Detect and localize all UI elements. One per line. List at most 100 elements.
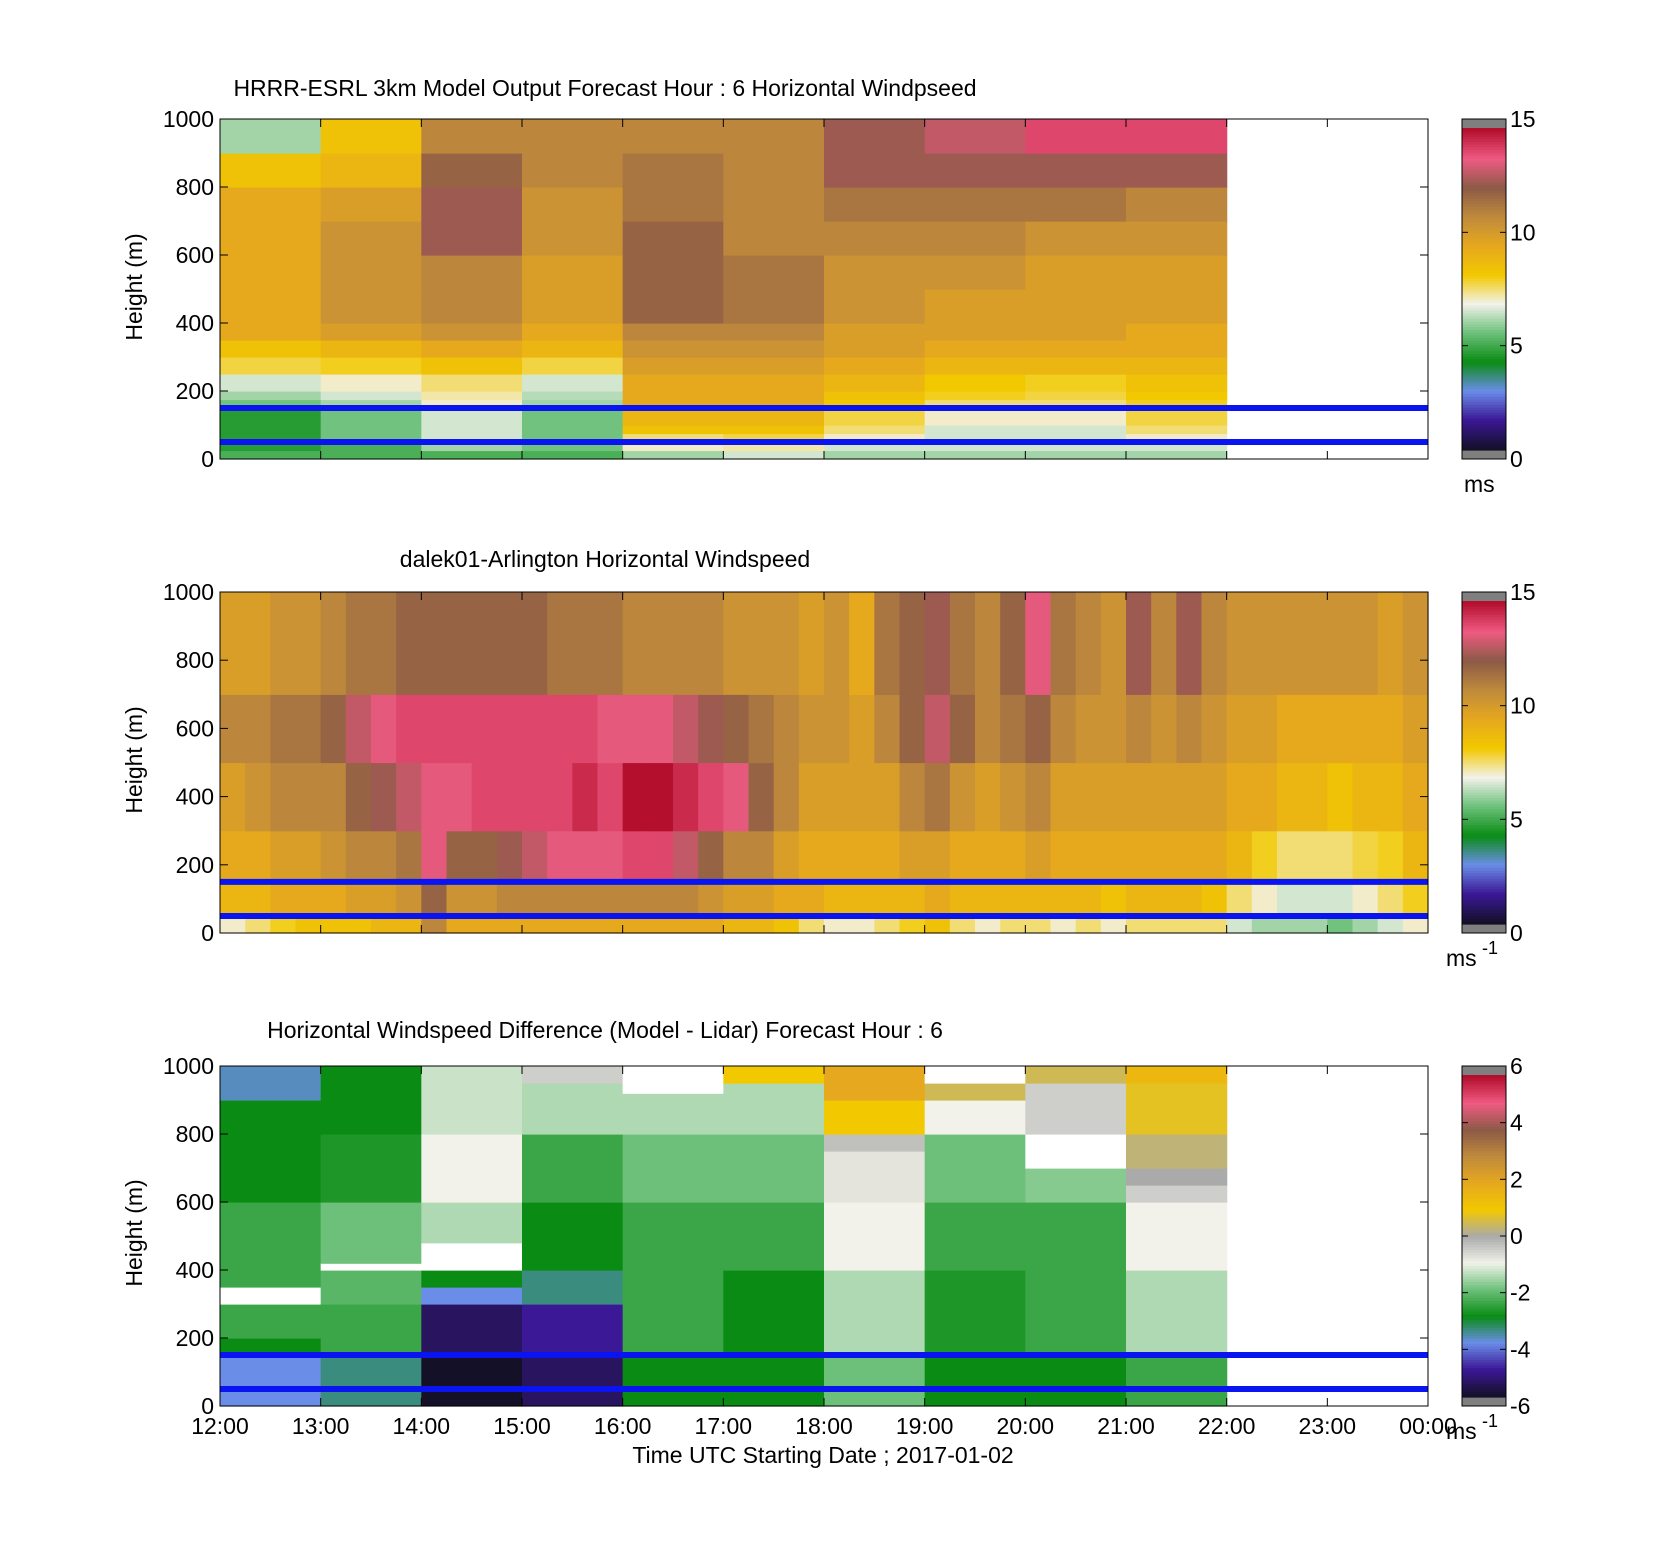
colorbar-segment — [1462, 695, 1506, 699]
colorbar-segment — [1462, 681, 1506, 686]
colorbar-segment — [1462, 810, 1506, 815]
heatmap-cell — [1402, 881, 1429, 917]
colorbar-segment — [1462, 1386, 1506, 1390]
colorbar-segment — [1462, 770, 1506, 774]
heatmap-cell — [270, 592, 297, 695]
heatmap-cell — [1352, 915, 1379, 934]
heatmap-cell — [723, 391, 825, 401]
y-tick-label: 200 — [176, 378, 214, 404]
heatmap-cell — [824, 442, 926, 452]
heatmap-cell — [698, 694, 724, 764]
colorbar-segment — [1462, 1085, 1506, 1090]
colorbar-unit: ms — [1446, 945, 1477, 971]
colorbar-tick-label: 5 — [1510, 806, 1523, 832]
colorbar-segment — [1462, 1378, 1506, 1382]
heatmap-cell — [220, 433, 322, 443]
heatmap-cell — [1126, 592, 1152, 695]
heatmap-cell — [1251, 915, 1278, 934]
panel-lidar: dalek01-Arlington Horizontal Windspeed H… — [121, 546, 1536, 971]
heatmap-cell — [1201, 762, 1228, 832]
colorbar-segment — [1462, 1327, 1506, 1331]
heatmap-cell — [597, 881, 624, 917]
colorbar-segment — [1462, 1174, 1506, 1178]
colorbar-segment — [1462, 759, 1506, 764]
heatmap-cell — [1201, 915, 1228, 934]
heatmap-cell — [1377, 592, 1404, 695]
colorbar-segment — [1462, 913, 1506, 917]
heatmap-cell — [1025, 153, 1127, 188]
x-tick-label: 13:00 — [292, 1413, 350, 1439]
colorbar-segment — [1462, 1346, 1506, 1350]
heatmap-cell — [320, 374, 422, 392]
heatmap-cell — [522, 1202, 624, 1271]
colorbar-segment — [1462, 1305, 1506, 1310]
colorbar-segment — [1462, 889, 1506, 893]
colorbar-segment — [1462, 407, 1506, 411]
colorbar-segment — [1462, 1147, 1506, 1151]
colorbar-segment — [1462, 797, 1506, 801]
colorbar-segment — [1462, 1356, 1506, 1361]
heatmap-cell — [824, 408, 926, 426]
heatmap-cell — [1025, 357, 1127, 375]
heatmap-cell — [899, 881, 926, 917]
heatmap-cell — [1176, 762, 1203, 832]
colorbar-segment — [1462, 1249, 1506, 1253]
colorbar-segment — [1462, 1319, 1506, 1323]
colorbar-segment — [1462, 1104, 1506, 1108]
colorbar-segment — [1462, 1099, 1506, 1103]
heatmap-cell — [547, 881, 573, 917]
colorbar-cap — [1462, 450, 1506, 459]
heatmap-cell — [622, 255, 724, 290]
colorbar-segment — [1462, 832, 1506, 836]
heatmap-cell — [220, 915, 246, 934]
heatmap-cell — [320, 323, 422, 341]
heatmap-cell — [723, 399, 825, 409]
heatmap-cell — [924, 881, 951, 917]
heatmap-cell — [295, 592, 322, 695]
y-tick-label: 1000 — [163, 579, 214, 605]
colorbar-segment — [1462, 1227, 1506, 1232]
colorbar-segment — [1462, 195, 1506, 199]
heatmap-cell — [522, 881, 548, 917]
colorbar-segment — [1462, 305, 1506, 309]
heatmap-cell — [673, 881, 699, 917]
colorbar-segment — [1462, 1163, 1506, 1167]
heatmap-cell — [975, 694, 1001, 764]
heatmap-cell — [1025, 425, 1127, 435]
heatmap-cell — [975, 881, 1001, 917]
colorbar-segment — [1462, 189, 1506, 193]
heatmap-cell — [723, 289, 825, 324]
heatmap-cell — [1126, 119, 1228, 154]
heatmap-cell — [1126, 1134, 1228, 1169]
colorbar-segment — [1462, 921, 1506, 925]
heatmap-cell — [924, 592, 951, 695]
heatmap-cell — [471, 762, 498, 832]
colorbar-segment — [1462, 154, 1506, 159]
heatmap-cell — [220, 289, 322, 324]
heatmap-cell — [622, 323, 724, 341]
heatmap-cell — [824, 1066, 926, 1101]
heatmap-cell — [320, 450, 422, 460]
heatmap-cell — [1402, 830, 1429, 883]
heatmap-cell — [446, 881, 473, 917]
heatmap-cell — [522, 399, 624, 409]
heatmap-cell — [320, 1270, 422, 1305]
heatmap-cell — [1126, 391, 1228, 401]
heatmap-cell — [547, 830, 573, 883]
heatmap-cell — [522, 442, 624, 452]
heatmap-cell — [1126, 450, 1228, 460]
heatmap-cell — [773, 592, 800, 695]
heatmap-cell — [1126, 340, 1228, 358]
colorbar-segment — [1462, 1214, 1506, 1218]
heatmap-cell — [723, 442, 825, 452]
colorbar-segment — [1462, 1348, 1506, 1352]
heatmap-cell — [421, 357, 523, 375]
heatmap-cell — [547, 915, 573, 934]
colorbar-segment — [1462, 1311, 1506, 1315]
heatmap-cell — [522, 153, 624, 188]
heatmap-cell — [245, 592, 271, 695]
colorbar-segment — [1462, 1332, 1506, 1336]
colorbar-segment — [1462, 878, 1506, 882]
colorbar-segment — [1462, 238, 1506, 242]
heatmap-cell — [1126, 1083, 1228, 1135]
